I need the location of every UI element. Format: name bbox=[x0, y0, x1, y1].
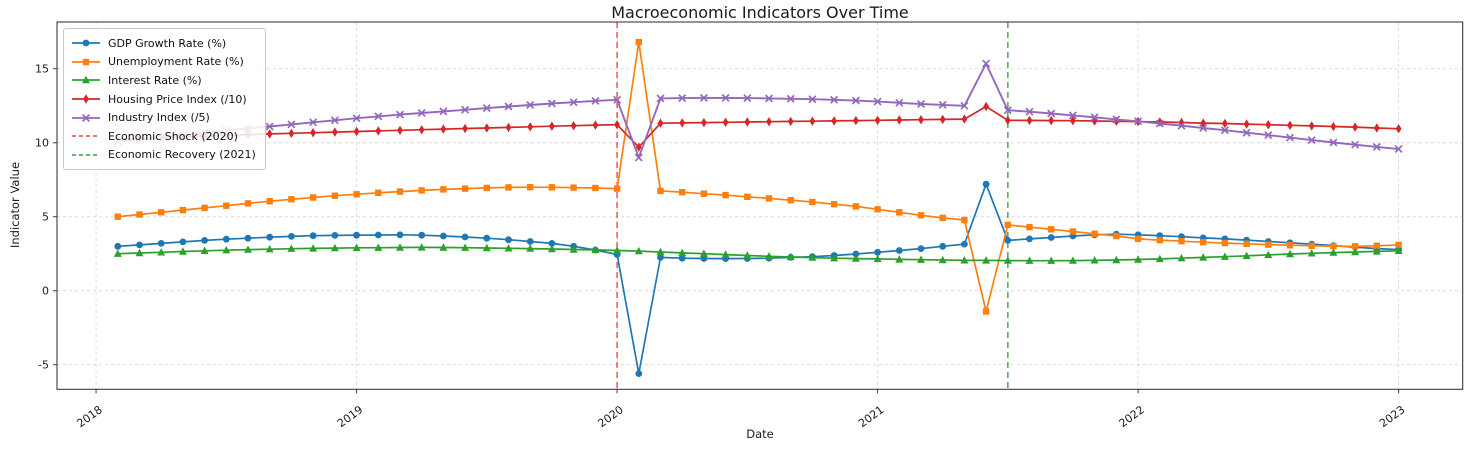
legend-swatch-gdp-growth-rate bbox=[72, 39, 100, 47]
series-gdp-growth-rate bbox=[114, 180, 1402, 377]
series-unemployment-rate bbox=[114, 38, 1402, 315]
series-housing-price-index-10 bbox=[114, 101, 1402, 152]
y-tick-label: 10 bbox=[35, 137, 49, 150]
series-interest-rate bbox=[113, 243, 1403, 264]
series-industry-index-5 bbox=[113, 59, 1403, 162]
legend: GDP Growth Rate (%) Unemployment Rate (%)… bbox=[63, 28, 266, 171]
legend-swatch-industry-index-5 bbox=[72, 113, 100, 122]
legend-item-label: Interest Rate (%) bbox=[108, 73, 202, 87]
chart-title: Macroeconomic Indicators Over Time bbox=[611, 3, 909, 22]
x-axis-label: Date bbox=[746, 427, 774, 441]
legend-item-label: Housing Price Index (/10) bbox=[108, 92, 247, 106]
legend-swatch-economic-recovery-2021 bbox=[72, 154, 100, 156]
plot-frame bbox=[56, 21, 1464, 390]
y-tick-label: 15 bbox=[35, 63, 49, 76]
y-tick-label: -5 bbox=[38, 359, 49, 372]
legend-swatch-housing-price-index-10 bbox=[72, 94, 100, 104]
legend-item: GDP Growth Rate (%) bbox=[71, 34, 256, 53]
legend-item-label: Economic Shock (2020) bbox=[108, 129, 238, 143]
gridlines bbox=[57, 22, 1463, 390]
legend-item: Industry Index (/5) bbox=[71, 108, 256, 127]
legend-item-label: Industry Index (/5) bbox=[108, 111, 210, 125]
legend-item: Unemployment Rate (%) bbox=[71, 53, 256, 72]
legend-item: Economic Recovery (2021) bbox=[71, 146, 256, 165]
legend-item-label: Unemployment Rate (%) bbox=[108, 55, 244, 69]
legend-item: Interest Rate (%) bbox=[71, 71, 256, 90]
y-tick-label: 0 bbox=[42, 285, 49, 298]
legend-item-label: Economic Recovery (2021) bbox=[108, 148, 256, 162]
legend-swatch-interest-rate bbox=[72, 76, 100, 84]
legend-item: Housing Price Index (/10) bbox=[71, 90, 256, 109]
y-axis-label: Indicator Value bbox=[8, 161, 22, 249]
legend-swatch-unemployment-rate bbox=[72, 58, 100, 66]
legend-item: Economic Shock (2020) bbox=[71, 127, 256, 146]
legend-swatch-economic-shock-2020 bbox=[72, 135, 100, 138]
y-tick-label: 5 bbox=[42, 211, 49, 224]
legend-item-label: GDP Growth Rate (%) bbox=[108, 36, 227, 50]
tick-marks bbox=[53, 68, 1400, 394]
